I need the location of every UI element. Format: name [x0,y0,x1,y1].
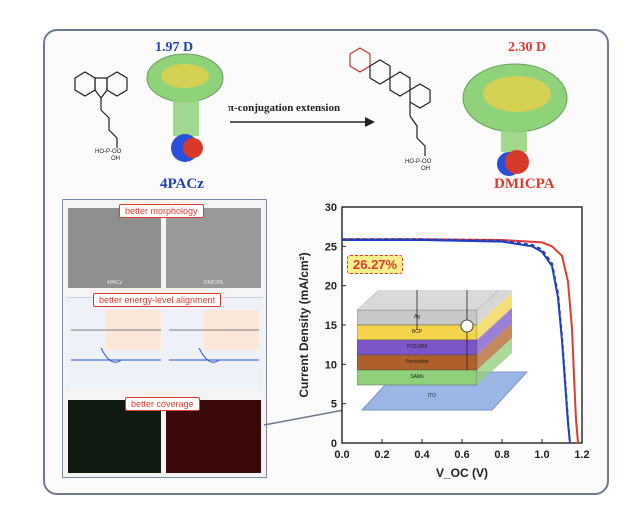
layer-side-sams [477,338,512,385]
pl-map-4pacz [68,400,161,473]
x-tick-label: 0.2 [374,449,389,461]
sem-image-dmicpa: DMICPA [166,208,261,288]
svg-text:HO-P-OO: HO-P-OO [405,159,432,165]
4pacz-esp-surface [146,53,224,162]
x-tick-label: 0.4 [414,449,430,461]
layer-side-bcp [477,293,512,340]
jv-curve-2 [342,238,571,444]
morphology-tag: better morphology [119,204,204,218]
arrow-label: π-conjugation extension [228,102,341,114]
4pacz-structure [74,71,128,148]
x-tick-label: 1.0 [534,449,549,461]
layer-label-bcp: BCP [411,329,423,335]
4pacz-label: 4PACz [160,176,204,192]
pl-map-dmicpa [166,400,261,473]
dmicpa-esp-surface [462,63,568,176]
y-tick-label: 30 [325,202,337,214]
layer-side-pc61bm [477,308,512,355]
y-tick-label: 0 [331,438,337,450]
y-tick-label: 10 [325,359,337,371]
sem-label-dmicpa: DMICPA [203,280,224,286]
svg-text:OH: OH [111,156,120,162]
svg-text:HO-P-OO: HO-P-OO [95,149,122,155]
y-tick-label: 25 [325,241,337,253]
characterization-panel: 4PACz DMICPA better morphology better en… [62,199,267,478]
dmicpa-dipole: 2.30 D [508,40,547,55]
y-tick-label: 5 [331,399,337,411]
energy-levels [71,310,259,363]
y-axis-label: Current Density (mA/cm²) [297,252,311,397]
layer-label-pc61bm: PC61BM [406,344,427,350]
energy-tag: better energy-level alignment [93,293,222,307]
energy-diagram [66,297,263,390]
layer-label-perovskite: Perovskite [405,359,429,365]
sem-label-4pacz: 4PACz [106,280,123,286]
x-tick-label: 0.0 [334,449,349,461]
layer-side-perovskite [477,323,512,370]
svg-text:OH: OH [421,166,430,172]
x-axis-label: V_OC (V) [436,466,488,480]
layer-label-sams: SAMs [410,374,424,380]
dmicpa-label: DMICPA [494,176,555,192]
4pacz-dipole: 1.97 D [155,40,194,55]
layer-label-ag: Ag [413,314,421,320]
y-tick-label: 15 [325,320,337,332]
y-tick-label: 20 [325,281,337,293]
x-tick-label: 0.8 [494,449,509,461]
voltmeter-icon [460,319,474,333]
layer-label-ito: ITO [427,393,437,399]
device-stack [357,290,529,411]
x-tick-label: 1.2 [574,449,589,461]
molecule-graphics: HO-P-OO OH HO-P-OO OH [74,47,568,176]
layer-side-ag [477,290,512,325]
dmicpa-structure [349,47,431,156]
efficiency-badge: 26.27% [347,255,404,274]
sem-image-4pacz: 4PACz [68,208,161,288]
stack-top-face [357,290,500,311]
x-tick-label: 0.6 [454,449,469,461]
coverage-tag: better coverage [125,397,200,411]
